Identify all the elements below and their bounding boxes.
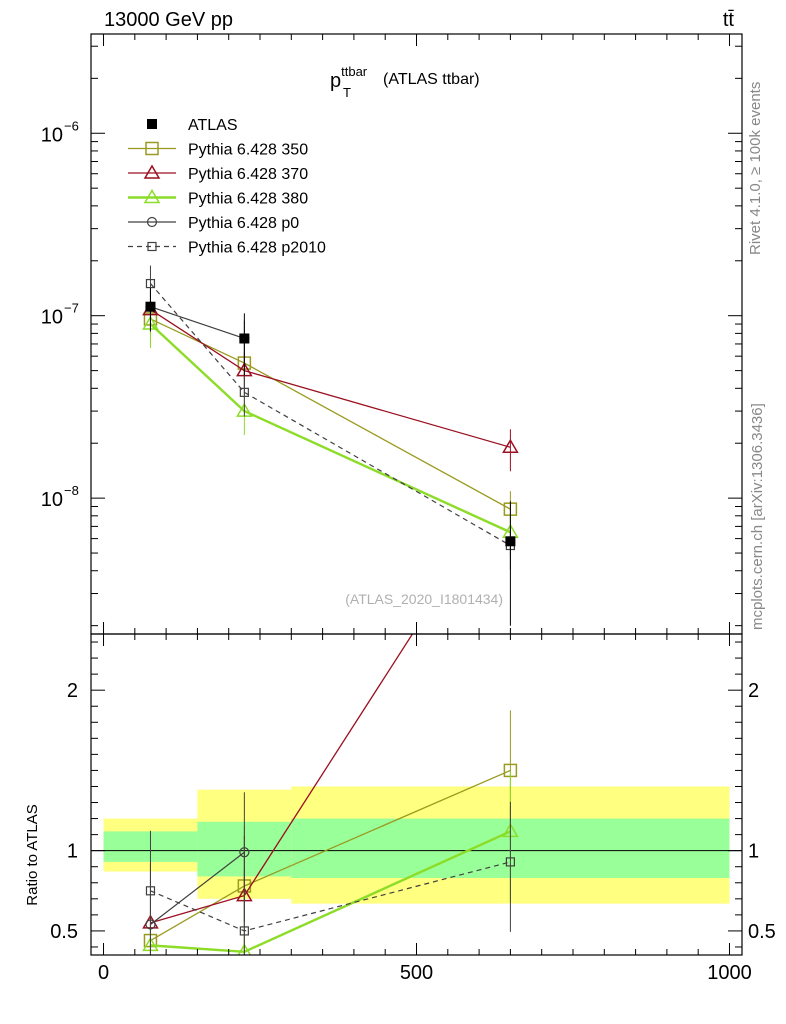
ratio-point-2-1 [237,943,252,955]
top-ytick-exp-2: −6 [64,118,79,133]
ratio-series [142,475,519,955]
ratio-point-1-2 [503,475,517,487]
ratio-point-4-1 [239,926,249,936]
top-line-4 [150,283,511,547]
ratio-ytick-label-l-2: 2 [67,680,78,702]
legend-label-0: Pythia 6.428 350 [188,142,308,159]
legend-marker-3 [146,216,158,228]
data-point-0 [145,301,156,312]
ratio-ytick-label-l-0.5: 0.5 [50,921,78,943]
top-point-1-2 [502,438,519,454]
ratio-point-4-0 [145,886,156,896]
legend-label-4: Pythia 6.428 p2010 [188,240,326,257]
mcplots-label: mcplots.cern.ch [arXiv:1306.3436] [749,403,766,630]
legend-marker-1 [143,164,161,179]
x-tick-label-1000: 1000 [707,962,752,984]
x-tick-label-0: 0 [98,962,109,984]
top-line-2 [149,323,511,534]
top-line-0 [150,318,511,510]
ratio-ytick-label-l-1: 1 [67,841,78,863]
ratio-line-3 [150,851,245,925]
legend-marker-data [147,119,157,129]
top-line-3 [150,306,245,340]
chart-title: pttbar [330,64,368,92]
top-ytick-label-1: 10 [41,307,63,329]
legend-label-1: Pythia 6.428 370 [188,166,308,183]
ratio-ytick-label-r-0.5: 0.5 [748,921,776,943]
ratio-point-3-1 [239,847,250,858]
x-tick-label-500: 500 [400,962,433,984]
legend-marker-2 [143,189,161,204]
analysis-watermark: (ATLAS_2020_I1801434) [345,591,503,607]
data-point-1 [239,333,250,344]
legend-marker-0 [145,141,159,156]
ratio-point-4-2 [505,857,515,867]
legend: ATLAS Pythia 6.428 350 Pythia 6.428 370 Pyt… [128,117,326,257]
ratio-ytick-label-r-2: 2 [748,680,759,702]
ratio-ylabel: Ratio to ATLAS [24,804,41,905]
title-sup: ttbar [341,64,368,79]
legend-label-2: Pythia 6.428 380 [188,191,308,208]
title-p: p [330,70,341,92]
legend-label-data: ATLAS [188,117,238,134]
legend-label-3: Pythia 6.428 p0 [188,215,299,232]
ratio-ytick-label-r-1: 1 [748,841,759,863]
rivet-label: Rivet 4.1.0, ≥ 100k events [747,82,764,255]
top-point-4-0 [145,278,156,289]
top-ytick-label-0: 10 [41,489,63,511]
top-point-4-1 [239,387,249,397]
legend-marker-4 [147,241,157,252]
top-ytick-exp-1: −7 [64,301,79,316]
title-sub: T [343,85,351,100]
top-line-1 [150,309,511,448]
energy-label: 13000 GeV pp [104,9,233,31]
process-label: tt̄ [723,9,735,31]
top-ytick-label-2: 10 [41,124,63,146]
data-point-2 [505,536,516,547]
top-ytick-exp-0: −8 [64,483,79,498]
title-suffix: (ATLAS ttbar) [383,71,480,88]
top-series [142,265,519,626]
